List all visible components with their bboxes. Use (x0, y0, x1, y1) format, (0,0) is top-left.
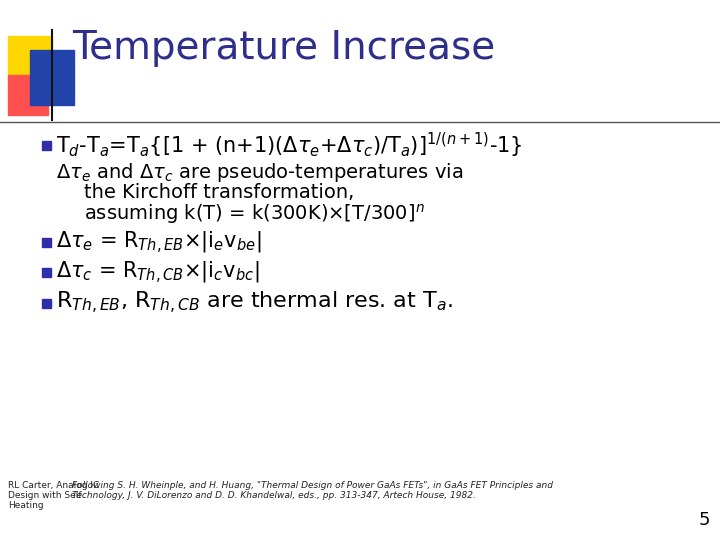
Text: R$_{Th,EB}$, R$_{Th,CB}$ are thermal res. at T$_a$.: R$_{Th,EB}$, R$_{Th,CB}$ are thermal res… (56, 290, 453, 316)
Bar (42, 299, 51, 307)
Text: Temperature Increase: Temperature Increase (72, 29, 495, 67)
Text: $\Delta\tau_e$ and $\Delta\tau_c$ are pseudo-temperatures via: $\Delta\tau_e$ and $\Delta\tau_c$ are ps… (56, 160, 463, 184)
Text: Design with Self: Design with Self (8, 491, 81, 501)
Bar (42, 267, 51, 276)
Text: Technology, J. V. DiLorenzo and D. D. Khandelwal, eds., pp. 313-347, Artech Hous: Technology, J. V. DiLorenzo and D. D. Kh… (72, 491, 476, 501)
Text: Following S. H. Wheinple, and H. Huang, "Thermal Design of Power GaAs FETs", in : Following S. H. Wheinple, and H. Huang, … (72, 482, 553, 490)
Text: assuming k(T) = k(300K)$\times$[T/300]$^n$: assuming k(T) = k(300K)$\times$[T/300]$^… (84, 202, 425, 226)
Bar (30, 50, 74, 105)
Bar (8, 36, 52, 80)
Text: Heating: Heating (8, 502, 44, 510)
Bar (8, 75, 48, 115)
Text: $\Delta\tau_c$ = R$_{Th,CB}$$\times$|i$_c$v$_{bc}$|: $\Delta\tau_c$ = R$_{Th,CB}$$\times$|i$_… (56, 259, 259, 285)
Text: T$_d$-T$_a$=T$_a${[1 + (n+1)($\Delta\tau_e$+$\Delta\tau_c$)/T$_a$)]$^{1/(n+1)}$-: T$_d$-T$_a$=T$_a${[1 + (n+1)($\Delta\tau… (56, 130, 523, 160)
Text: RL Carter, Analog IC: RL Carter, Analog IC (8, 482, 99, 490)
Text: 5: 5 (698, 511, 710, 529)
Text: the Kirchoff transformation,: the Kirchoff transformation, (84, 184, 354, 202)
Bar (42, 140, 51, 150)
Text: $\Delta\tau_e$ = R$_{Th,EB}$$\times$|i$_e$v$_{be}$|: $\Delta\tau_e$ = R$_{Th,EB}$$\times$|i$_… (56, 230, 261, 254)
Bar (42, 238, 51, 246)
